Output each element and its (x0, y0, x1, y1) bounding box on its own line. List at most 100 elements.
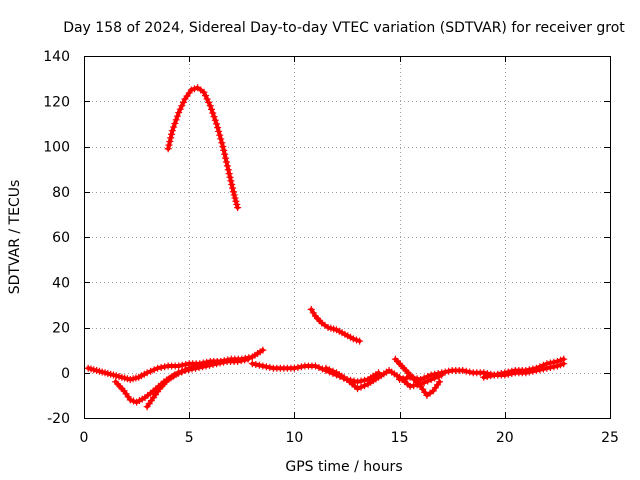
data-point (349, 335, 357, 343)
data-point (167, 134, 175, 142)
data-point (410, 382, 418, 390)
data-point (315, 363, 323, 371)
data-point (176, 105, 184, 113)
data-point (438, 369, 446, 377)
data-point (234, 357, 242, 365)
data-point (529, 367, 537, 375)
series-track-baseline-e (322, 364, 446, 393)
data-point (166, 138, 174, 146)
data-point (417, 376, 425, 384)
y-axis-label: SDTVAR / TECUs (7, 180, 23, 295)
data-point (168, 130, 176, 138)
data-point (357, 377, 365, 385)
data-point (217, 357, 225, 365)
y-tick-label: 80 (52, 185, 70, 201)
grid-layer (84, 56, 610, 418)
data-point (165, 141, 173, 149)
data-point (220, 146, 228, 154)
data-point (483, 373, 491, 381)
data-point (230, 191, 238, 199)
data-point (219, 143, 227, 150)
data-point (354, 378, 362, 386)
data-point (462, 367, 470, 375)
data-point (431, 370, 439, 378)
data-point (196, 362, 204, 370)
data-point (157, 363, 165, 371)
data-point (553, 362, 561, 370)
data-point (129, 397, 137, 405)
data-point (126, 396, 134, 404)
x-tick-label: 10 (285, 430, 303, 446)
data-point (171, 119, 179, 127)
data-point (211, 116, 219, 124)
x-tick-label: 25 (601, 430, 619, 446)
data-point (361, 382, 369, 390)
data-point (189, 363, 197, 371)
data-point (222, 158, 230, 166)
data-point (232, 197, 240, 205)
data-point (209, 109, 217, 117)
data-point (223, 162, 231, 170)
data-point (466, 368, 474, 376)
data-point (143, 369, 151, 377)
data-point (560, 360, 568, 368)
x-axis-label: GPS time / hours (285, 459, 402, 475)
data-point (420, 374, 428, 382)
data-point (508, 370, 516, 378)
data-point (206, 102, 214, 110)
data-point (182, 366, 190, 374)
data-point (217, 135, 225, 143)
data-point (203, 360, 211, 368)
data-point (244, 355, 252, 363)
data-point (178, 367, 186, 375)
data-point (205, 98, 213, 106)
data-point (252, 360, 260, 368)
data-point (241, 356, 249, 364)
data-point (294, 363, 302, 371)
data-point (543, 364, 551, 372)
data-point (550, 363, 558, 371)
data-point (406, 373, 414, 381)
data-point (210, 359, 218, 367)
data-layer (84, 84, 568, 411)
data-point (213, 358, 221, 366)
data-point (206, 360, 214, 368)
data-point (179, 98, 187, 106)
data-point (436, 378, 444, 386)
x-tick-label: 20 (496, 430, 514, 446)
x-tick-label: 15 (391, 430, 409, 446)
series-track-high-arc (164, 84, 242, 212)
data-point (237, 357, 245, 365)
chart-title: Day 158 of 2024, Sidereal Day-to-day VTE… (63, 20, 625, 36)
data-point (354, 385, 362, 393)
data-point (221, 150, 229, 158)
data-point (175, 362, 183, 370)
data-point (325, 366, 333, 374)
data-point (187, 86, 195, 94)
data-point (459, 366, 467, 374)
data-point (322, 364, 330, 372)
data-point (147, 367, 155, 375)
data-point (190, 85, 198, 93)
data-point (192, 363, 200, 371)
data-point (255, 361, 263, 369)
y-tick-label: 60 (52, 230, 70, 246)
data-point (311, 362, 319, 370)
data-point (525, 368, 533, 376)
data-point (413, 375, 421, 383)
data-point (297, 363, 305, 371)
data-point (441, 368, 449, 376)
data-point (218, 139, 226, 147)
data-point (356, 337, 364, 345)
data-point (172, 116, 180, 124)
data-point (231, 194, 239, 202)
data-point (399, 375, 407, 383)
series-track-baseline-d (248, 360, 383, 386)
data-point (210, 113, 218, 121)
data-point (216, 131, 224, 139)
data-point (396, 376, 404, 384)
data-point (248, 360, 256, 368)
y-tick-label: 20 (52, 321, 70, 337)
data-point (199, 361, 207, 369)
data-point (222, 154, 230, 162)
